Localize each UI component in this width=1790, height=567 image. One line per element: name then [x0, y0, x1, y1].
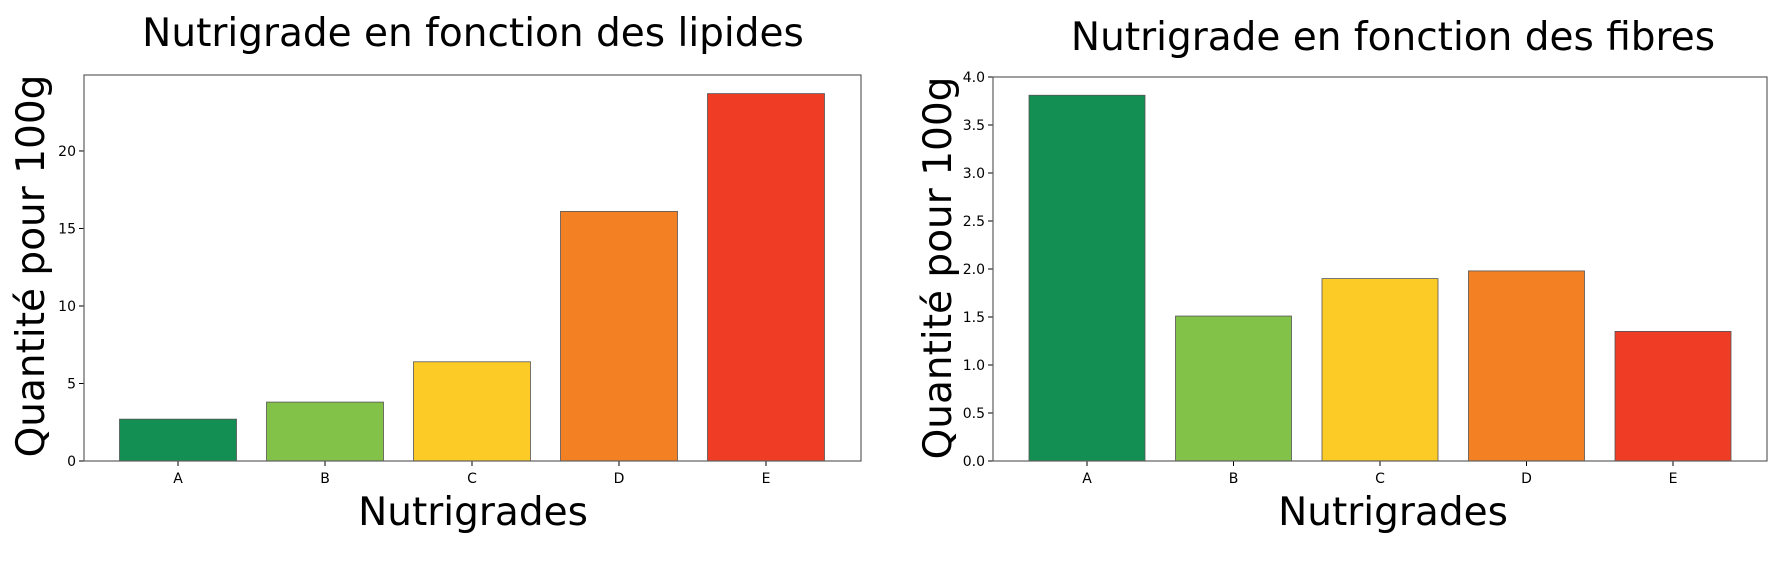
y-tick-label: 3.5 [963, 118, 985, 134]
bar-d [1468, 270, 1585, 462]
bar-e [707, 93, 825, 462]
y-axis-label: Quantité pour 100g [916, 77, 961, 460]
y-tick-label: 2.0 [963, 262, 985, 278]
x-tick-label: E [762, 471, 771, 487]
bar-a [1028, 94, 1146, 462]
y-tick-label: 10 [58, 299, 76, 315]
x-tick-label: B [320, 471, 330, 487]
x-tick-label: D [1521, 471, 1532, 487]
y-tick-label: 4.0 [963, 70, 985, 86]
chart-title: Nutrigrade en fonction des fibres [1071, 15, 1715, 60]
y-tick-label: 5 [67, 376, 76, 392]
bar-b [1175, 315, 1292, 462]
x-tick-label: E [1669, 471, 1678, 487]
x-tick-label: A [173, 471, 183, 487]
y-tick-label: 1.0 [963, 358, 985, 374]
y-axis-label: Quantité pour 100g [9, 75, 54, 458]
x-tick-label: C [467, 471, 477, 487]
chart-title: Nutrigrade en fonction des lipides [142, 11, 804, 56]
plot-area-frame [83, 74, 862, 462]
bar-c [413, 361, 531, 462]
y-tick-label: 1.5 [963, 310, 985, 326]
x-axis-label: Nutrigrades [1278, 490, 1508, 535]
y-tick-label: 0 [67, 454, 76, 470]
x-axis-label: Nutrigrades [358, 490, 588, 535]
bar-d [560, 211, 678, 462]
x-tick-label: B [1229, 471, 1239, 487]
ticks: A B C D E 0.0 0.5 1.0 1.5 2.0 2.5 3.0 3.5 4.0 [963, 70, 1678, 487]
y-tick-label: 0.5 [963, 406, 985, 422]
bar-c [1321, 278, 1439, 462]
bar-a [119, 418, 237, 462]
y-tick-label: 0.0 [963, 454, 985, 470]
bars [119, 93, 825, 462]
x-tick-label: A [1082, 471, 1092, 487]
chart-fibres: Nutrigrade en fonction des fibres Quanti… [916, 15, 1768, 535]
x-tick-label: C [1375, 471, 1385, 487]
bar-e [1614, 330, 1732, 462]
y-tick-label: 2.5 [963, 214, 985, 230]
bars [1028, 94, 1732, 462]
y-tick-label: 3.0 [963, 166, 985, 182]
y-tick-label: 15 [58, 221, 76, 237]
ticks: A B C D E 0 5 10 15 20 [58, 144, 770, 487]
y-tick-label: 20 [58, 144, 76, 160]
x-tick-label: D [614, 471, 625, 487]
chart-lipides: Nutrigrade en fonction des lipides Quant… [9, 11, 862, 535]
bar-b [266, 401, 384, 462]
plot-area-frame [992, 76, 1768, 462]
